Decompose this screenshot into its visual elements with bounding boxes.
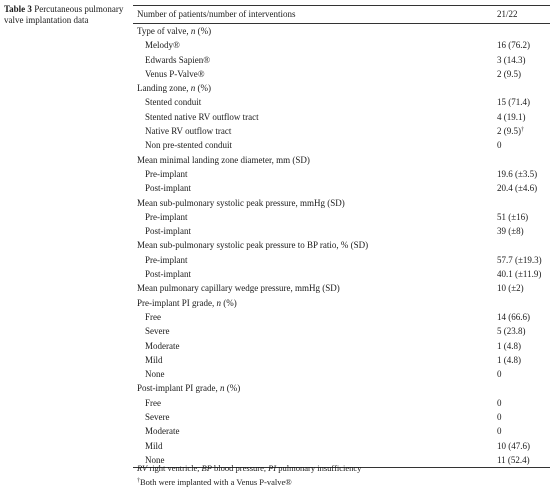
row-label: Pre-implant [145,168,188,179]
row-label: Mean pulmonary capillary wedge pressure,… [137,283,340,294]
data-table: Number of patients/number of interventio… [133,5,550,469]
table-row: Pre-implant 57.7 (±19.3) [133,253,550,267]
footnote-dagger: †Both were implanted with a Venus P-valv… [137,477,292,487]
row-label: Post-implant PI grade, n (%) [137,383,241,394]
table-row: Pre-implant 19.6 (±3.5) [133,167,550,181]
row-label: Edwards Sapien® [145,54,211,65]
row-value: 0 [497,426,502,437]
row-label: Pre-implant [145,211,188,222]
table-row: Free 0 [133,396,550,410]
table-row: Melody® 16 (76.2) [133,38,550,52]
table-caption: Table 3 Percutaneous pulmonary valve imp… [4,4,124,26]
table-row: Pre-implant PI grade, n (%) [133,296,550,310]
row-value: 10 (47.6) [497,440,530,451]
table-row: Mild 1 (4.8) [133,353,550,367]
row-value: 0 [497,397,502,408]
table-row: Mean sub-pulmonary systolic peak pressur… [133,196,550,210]
table-row: Venus P-Valve® 2 (9.5) [133,67,550,81]
table-row: Post-implant PI grade, n (%) [133,381,550,395]
table-row: Post-implant 39 (±8) [133,224,550,238]
table-caption-text: Percutaneous pulmonary valve implantatio… [4,4,124,25]
table-body: Type of valve, n (%) Melody® 16 (76.2) Edwa… [133,24,550,469]
row-value: 10 (±2) [497,283,524,294]
table-row: Post-implant 40.1 (±11.9) [133,267,550,281]
row-value: 51 (±16) [497,211,529,222]
header-value: 21/22 [497,9,518,19]
row-label: Free [145,397,161,408]
table-row: None 0 [133,367,550,381]
row-label: Severe [145,412,170,423]
row-value: 1 (4.8) [497,354,521,365]
row-value: 2 (9.5) [497,68,521,79]
footnote-abbreviations: RV right ventricle, BP blood pressure, P… [137,463,362,473]
row-label: Landing zone, n (%) [137,83,211,94]
row-value: 2 (9.5)† [497,126,524,137]
row-label: Mild [145,354,163,365]
row-label: Native RV outflow tract [145,126,232,137]
row-value: 0 [497,412,502,423]
table-row: Pre-implant 51 (±16) [133,210,550,224]
row-value: 11 (52.4) [497,454,530,465]
table-row: Severe 0 [133,410,550,424]
table-row: Moderate 1 (4.8) [133,339,550,353]
row-value: 16 (76.2) [497,40,530,51]
row-label: Post-implant [145,183,192,194]
row-label: Stented conduit [145,97,202,108]
row-label: None [145,454,165,465]
row-value: 39 (±8) [497,226,524,237]
row-label: Post-implant [145,269,192,280]
row-value: 14 (66.6) [497,311,530,322]
row-value: 19.6 (±3.5) [497,168,538,179]
row-label: Type of valve, n (%) [137,26,212,36]
table-row: Mild 10 (47.6) [133,439,550,453]
table-row: Mean minimal landing zone diameter, mm (… [133,153,550,167]
table-row: Native RV outflow tract 2 (9.5)† [133,124,550,138]
table-row: Mean pulmonary capillary wedge pressure,… [133,281,550,295]
table-row: Free 14 (66.6) [133,310,550,324]
row-label: Free [145,311,161,322]
row-label: Post-implant [145,226,192,237]
row-value: 4 (19.1) [497,111,526,122]
row-label: Stented native RV outflow tract [145,111,259,122]
row-value: 20.4 (±4.6) [497,183,538,194]
row-label: Venus P-Valve® [145,68,205,79]
row-label: Mean sub-pulmonary systolic peak pressur… [137,240,369,251]
row-label: Moderate [145,426,180,437]
header-label: Number of patients/number of interventio… [137,9,296,19]
row-value: 5 (23.8) [497,326,526,337]
row-value: 40.1 (±11.9) [497,269,542,280]
table-row: None 11 (52.4) [133,453,550,469]
table-row: Edwards Sapien® 3 (14.3) [133,53,550,67]
row-value: 0 [497,140,502,151]
row-label: Mean sub-pulmonary systolic peak pressur… [137,197,345,208]
table-row: Landing zone, n (%) [133,81,550,95]
table-caption-label: Table 3 [4,4,32,14]
table-row: Stented conduit 15 (71.4) [133,95,550,109]
table-row: Severe 5 (23.8) [133,324,550,338]
row-value: 15 (71.4) [497,97,530,108]
row-label: Severe [145,326,170,337]
row-value: 3 (14.3) [497,54,526,65]
table-row: Mean sub-pulmonary systolic peak pressur… [133,238,550,252]
table-row: Moderate 0 [133,424,550,438]
row-label: None [145,369,165,380]
table-row: Type of valve, n (%) [133,24,550,38]
row-label: Melody® [145,40,180,51]
table-row: Stented native RV outflow tract 4 (19.1) [133,110,550,124]
row-label: Non pre-stented conduit [145,140,232,151]
row-label: Pre-implant [145,254,188,265]
row-value: 0 [497,369,502,380]
row-label: Mean minimal landing zone diameter, mm (… [137,154,310,165]
table-row: Post-implant 20.4 (±4.6) [133,181,550,195]
table-header-row: Number of patients/number of interventio… [133,6,550,24]
row-label: Mild [145,440,163,451]
row-value: 57.7 (±19.3) [497,254,542,265]
row-label: Moderate [145,340,180,351]
row-value: 1 (4.8) [497,340,521,351]
table-row: Non pre-stented conduit 0 [133,138,550,152]
row-label: Pre-implant PI grade, n (%) [137,297,237,308]
